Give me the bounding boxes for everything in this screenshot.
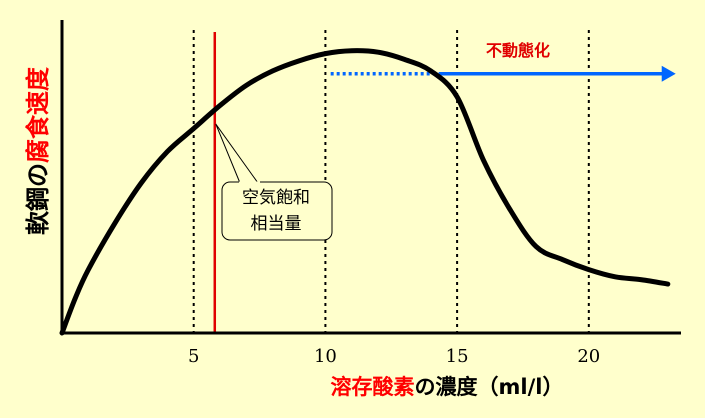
y-axis-label-part1: 軟鋼の [24,163,52,235]
passivation-label: 不動態化 [486,41,550,60]
callout-line1: 空気飽和 [242,188,310,208]
y-axis-label: 軟鋼の腐食速度 [24,66,52,235]
grid-lines [192,30,590,333]
callout-cover [239,181,260,185]
y-axis-label-part2: 腐食速度 [24,66,52,163]
x-tick-labels: 5 10 15 20 [188,346,600,367]
x-tick-label-20: 20 [577,346,600,367]
x-tick-label-10: 10 [314,346,337,367]
callout-tail [215,123,259,184]
callout-line2: 相当量 [251,214,302,234]
axes [60,20,681,335]
x-axis-label-part1: 溶存酸素 [331,375,415,399]
x-tick-label-5: 5 [188,346,199,367]
passivation-arrow [330,65,676,82]
callout-box [221,181,333,241]
x-tick-label-15: 15 [446,346,469,367]
corrosion-rate-curve [59,48,671,336]
x-axis-label: 溶存酸素の濃度（ml/l） [331,375,564,399]
passivation-arrowhead [661,65,676,82]
air-saturation-callout: 空気飽和 相当量 [215,123,333,241]
x-axis-label-part2: の濃度（ml/l） [415,375,564,399]
